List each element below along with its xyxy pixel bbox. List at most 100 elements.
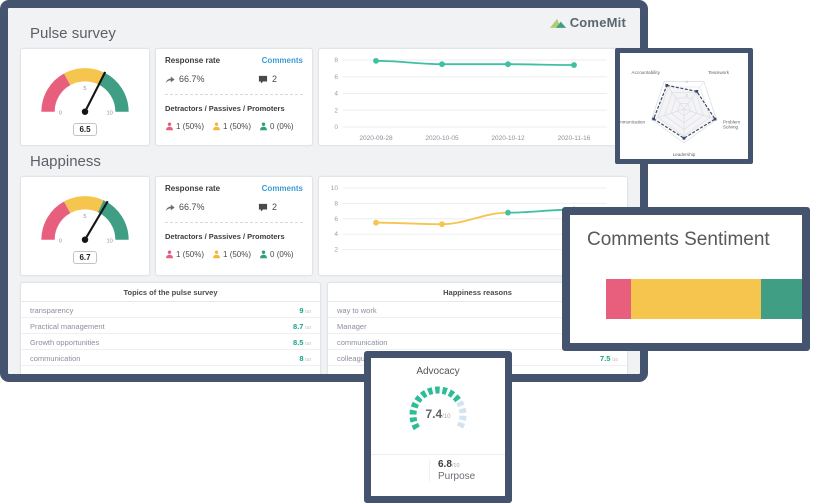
row-value: 8.5 /10 [293, 337, 311, 347]
sentiment-segment-negative [606, 279, 632, 319]
dpp-item-passives: 1 (50%) [212, 250, 251, 259]
person-icon-promoters [260, 250, 267, 259]
svg-text:4: 4 [334, 91, 338, 98]
pulse-gauge-card: 0 5 10 6.5 [20, 48, 150, 146]
svg-text:5: 5 [83, 86, 86, 92]
happiness-gauge-chart: 0 5 10 [25, 179, 145, 253]
table-header: Topics of the pulse survey [21, 283, 320, 302]
comemit-logo: ComeMit [549, 15, 626, 30]
svg-text:2020-10-05: 2020-10-05 [425, 135, 459, 142]
purpose-label: Purpose [438, 471, 476, 482]
response-rate-value: 66.7% [179, 74, 205, 84]
svg-text:Communication: Communication [620, 120, 645, 125]
sentiment-segment-positive [760, 279, 802, 319]
dpp-item-promoters: 0 (0%) [259, 122, 294, 131]
tables-row: Topics of the pulse survey transparency 9 … [20, 282, 628, 374]
main-dashboard-panel: ComeMit Pulse survey 0 5 10 6.5 Response r… [0, 0, 648, 382]
topics-table: Topics of the pulse survey transparency 9 … [20, 282, 321, 374]
pulse-trend-card: 0 2 4 6 8 2020-09-28 2020-10-05 2020-10-12 2020-… [318, 48, 628, 146]
svg-text:8: 8 [334, 57, 338, 64]
row-label: Practical management [30, 321, 105, 331]
purpose-value: 6.8/10 [438, 459, 460, 470]
person-icon-promoters [260, 122, 267, 131]
dpp-item-detractors: 1 (50%) [165, 250, 204, 259]
svg-text:0: 0 [59, 111, 62, 117]
advocacy-gauge: 7.4/10 [386, 381, 490, 439]
response-rate-label: Response rate [165, 56, 221, 65]
svg-text:4: 4 [686, 79, 689, 84]
divider [165, 94, 303, 95]
happiness-gauge-card: 0 5 10 6.7 [20, 176, 150, 276]
svg-text:8: 8 [334, 200, 338, 207]
happiness-title: Happiness [30, 153, 101, 170]
dpp-label: Detractors / Passives / Promoters [165, 104, 285, 113]
pulse-dpp-row: 1 (50%) 1 (50%) 0 (0%) [165, 122, 303, 131]
comment-bubble-icon [258, 203, 268, 212]
happiness-dpp-row: 1 (50%) 1 (50%) 0 (0%) [165, 250, 303, 259]
divider [165, 222, 303, 223]
table-row[interactable]: Practical management 8.7 /10 [21, 318, 320, 334]
comments-link[interactable]: Comments [261, 56, 303, 65]
svg-text:6: 6 [334, 74, 338, 81]
svg-text:4: 4 [334, 231, 338, 238]
response-rate-label: Response rate [165, 184, 221, 193]
row-label: Manager [337, 321, 367, 331]
svg-text:10: 10 [107, 239, 113, 245]
svg-text:Leadership: Leadership [673, 152, 696, 157]
pulse-row: 0 5 10 6.5 Response rate Comments 66.7% [20, 48, 628, 146]
comments-link[interactable]: Comments [261, 184, 303, 193]
pulse-trend-chart: 0 2 4 6 8 2020-09-28 2020-10-05 2020-10-12 2020-… [323, 53, 619, 143]
person-icon-detractors [166, 250, 173, 259]
table-row[interactable]: way to work [328, 302, 627, 318]
svg-text:2: 2 [686, 92, 689, 97]
dpp-label: Detractors / Passives / Promoters [165, 232, 285, 241]
purpose-block: 6.8/10 Purpose [429, 459, 475, 482]
svg-text:10: 10 [331, 185, 339, 192]
row-value: 8 /10 [299, 353, 311, 363]
svg-text:0: 0 [334, 124, 338, 131]
sentiment-stacked-bar [606, 279, 802, 319]
table-row[interactable]: transparency 9 /10 [21, 302, 320, 318]
share-arrow-icon [165, 204, 175, 211]
pulse-gauge-value: 6.5 [73, 123, 97, 136]
person-icon-passives [213, 122, 220, 131]
happiness-row: 0 5 10 6.7 Response rate Comments 66.7% [20, 176, 628, 276]
sentiment-segment-neutral [631, 279, 761, 319]
comments-count: 2 [271, 202, 277, 212]
comment-bubble-icon [258, 75, 268, 84]
share-arrow-icon [165, 76, 175, 83]
svg-text:2020-09-28: 2020-09-28 [359, 135, 393, 142]
svg-text:2: 2 [334, 247, 338, 254]
dpp-item-detractors: 1 (50%) [165, 122, 204, 131]
table-row[interactable]: Manager [328, 318, 627, 334]
dpp-item-passives: 1 (50%) [212, 122, 251, 131]
row-value: 8.7 /10 [293, 321, 311, 331]
table-row[interactable]: Growth opportunities 8.5 /10 [21, 334, 320, 350]
sentiment-title: Comments Sentiment [587, 229, 770, 250]
pulse-stats-card: Response rate Comments 66.7% 2 [155, 48, 313, 146]
mountain-logo-icon [549, 18, 566, 28]
row-label: Growth opportunities [30, 337, 100, 347]
row-value: 9 /10 [299, 305, 311, 315]
svg-text:2020-10-12: 2020-10-12 [491, 135, 525, 142]
row-label: way to work [337, 305, 377, 315]
pulse-survey-title: Pulse survey [30, 25, 116, 42]
svg-text:2020-11-16: 2020-11-16 [558, 135, 591, 142]
table-row[interactable]: communication [328, 334, 627, 350]
svg-text:Teamwork: Teamwork [708, 70, 730, 75]
happiness-gauge-value: 6.7 [73, 251, 97, 264]
table-header: Happiness reasons [328, 283, 627, 302]
svg-text:6: 6 [334, 216, 338, 223]
happiness-stats-card: Response rate Comments 66.7% 2 [155, 176, 313, 276]
comments-count: 2 [271, 74, 277, 84]
svg-text:Accountability: Accountability [632, 70, 661, 75]
pulse-gauge-chart: 0 5 10 [25, 51, 145, 125]
row-label: transparency [30, 305, 74, 315]
svg-text:5: 5 [83, 214, 86, 220]
table-row[interactable]: communication 8 /10 [21, 350, 320, 366]
response-rate-value: 66.7% [179, 202, 205, 212]
divider [371, 454, 505, 455]
